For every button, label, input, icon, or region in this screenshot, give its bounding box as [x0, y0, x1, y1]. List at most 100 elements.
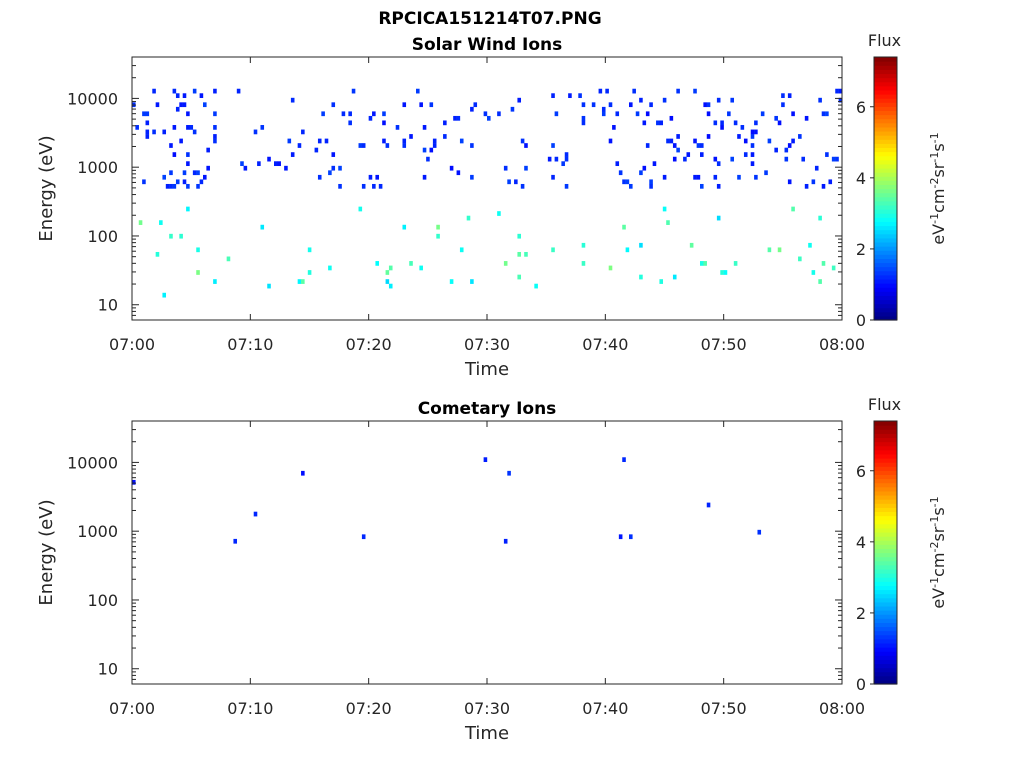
heatmap-cell	[449, 279, 454, 284]
heatmap-cell	[733, 261, 738, 266]
heatmap-cell	[767, 138, 772, 144]
heatmap-cell	[277, 161, 281, 167]
heatmap-cell	[409, 134, 413, 139]
heatmap-cell	[503, 538, 508, 544]
heatmap-cell	[138, 220, 143, 225]
heatmap-cell	[358, 206, 363, 212]
colorbar-step	[874, 581, 897, 586]
heatmap-cell	[301, 279, 305, 284]
heatmap-cell	[649, 179, 653, 185]
colorbar-step	[874, 246, 897, 251]
colorbar-step	[874, 311, 897, 317]
heatmap-cell	[676, 134, 680, 139]
heatmap-cell	[236, 88, 241, 94]
heatmap-cell	[213, 279, 217, 284]
heatmap-cell	[192, 88, 197, 94]
heatmap-cell	[243, 165, 248, 171]
heatmap-cell	[135, 125, 139, 130]
heatmap-cell	[632, 88, 636, 94]
colorbar-step	[874, 577, 897, 582]
heatmap-cell	[700, 183, 704, 189]
heatmap-cell	[416, 88, 420, 94]
heatmap-cell	[419, 102, 423, 108]
heatmap-cell	[686, 152, 691, 157]
heatmap-cell	[669, 138, 674, 144]
colorbar-step	[874, 462, 897, 467]
heatmap-cell	[605, 88, 609, 94]
heatmap-cell	[382, 111, 386, 117]
heatmap-cell	[226, 256, 231, 262]
heatmap-cells	[132, 457, 762, 544]
colorbar-step	[874, 449, 897, 455]
colorbar-step	[874, 204, 897, 210]
heatmap-cell	[192, 129, 197, 135]
colorbar-step	[874, 540, 897, 545]
heatmap-cell	[700, 261, 704, 266]
heatmap-cell	[716, 97, 721, 103]
colorbar-step	[874, 258, 897, 264]
heatmap-cell	[811, 270, 816, 275]
heatmap-cell	[317, 174, 322, 180]
heatmap-cell	[456, 170, 461, 176]
heatmap-cell	[307, 247, 312, 253]
heatmap-cell	[314, 147, 319, 153]
plot-frame	[131, 56, 843, 321]
colorbar-step	[874, 515, 897, 521]
heatmap-cell	[186, 111, 190, 117]
heatmap-cell	[601, 106, 606, 112]
heatmap-cell	[443, 134, 447, 139]
heatmap-cell	[781, 102, 785, 108]
colorbar-step	[874, 233, 897, 239]
heatmap-cell	[145, 134, 150, 139]
heatmap-cell	[716, 215, 721, 221]
heatmap-cell	[821, 183, 826, 189]
heatmap-cell	[142, 111, 146, 117]
colorbar-step	[874, 213, 897, 218]
heatmap-cell	[760, 111, 765, 117]
heatmap-cell	[720, 125, 724, 130]
heatmap-cell	[182, 170, 187, 176]
heatmap-cell	[307, 270, 312, 275]
colorbar-step	[874, 618, 897, 623]
y-tick-label: 10000	[67, 453, 118, 472]
heatmap-cell	[825, 152, 829, 157]
heatmap-cell	[649, 102, 653, 108]
heatmap-cell	[608, 265, 613, 271]
heatmap-cell	[639, 242, 643, 248]
x-tick-label: 07:00	[109, 335, 155, 354]
heatmap-cell	[666, 220, 670, 225]
colorbar-step	[874, 605, 897, 611]
heatmap-cell	[629, 183, 633, 189]
heatmap-cell	[524, 143, 528, 148]
colorbar-step	[874, 98, 897, 103]
x-tick-label: 07:30	[464, 699, 510, 718]
colorbar-step	[874, 143, 897, 149]
heatmap-cell	[341, 111, 346, 117]
heatmap-cell	[449, 165, 454, 171]
colorbar-step	[874, 126, 897, 132]
heatmap-cell	[551, 247, 555, 253]
heatmap-cell	[693, 174, 697, 180]
colorbar-step	[874, 283, 897, 288]
heatmap-cell	[159, 220, 163, 225]
colorbar-step	[874, 188, 897, 194]
colorbar-step	[874, 106, 897, 112]
colorbar-tick-label: 6	[856, 98, 866, 117]
heatmap-cell	[169, 170, 173, 176]
colorbar-step	[874, 147, 897, 153]
heatmap-cell	[213, 125, 217, 130]
heatmap-cell	[798, 256, 802, 262]
colorbar-step	[874, 503, 897, 508]
heatmap-cell	[175, 179, 180, 185]
heatmap-cell	[737, 134, 741, 139]
colorbar-title: Flux	[868, 31, 901, 50]
figure-title: RPCICA151214T07.PNG	[378, 9, 601, 29]
heatmap-cell	[470, 143, 474, 148]
heatmap-cell	[358, 143, 363, 148]
colorbar-step	[874, 457, 897, 463]
heatmap-cell	[713, 174, 718, 180]
heatmap-cell	[808, 242, 812, 248]
heatmap-cell	[818, 97, 822, 103]
colorbar-step	[874, 445, 897, 451]
